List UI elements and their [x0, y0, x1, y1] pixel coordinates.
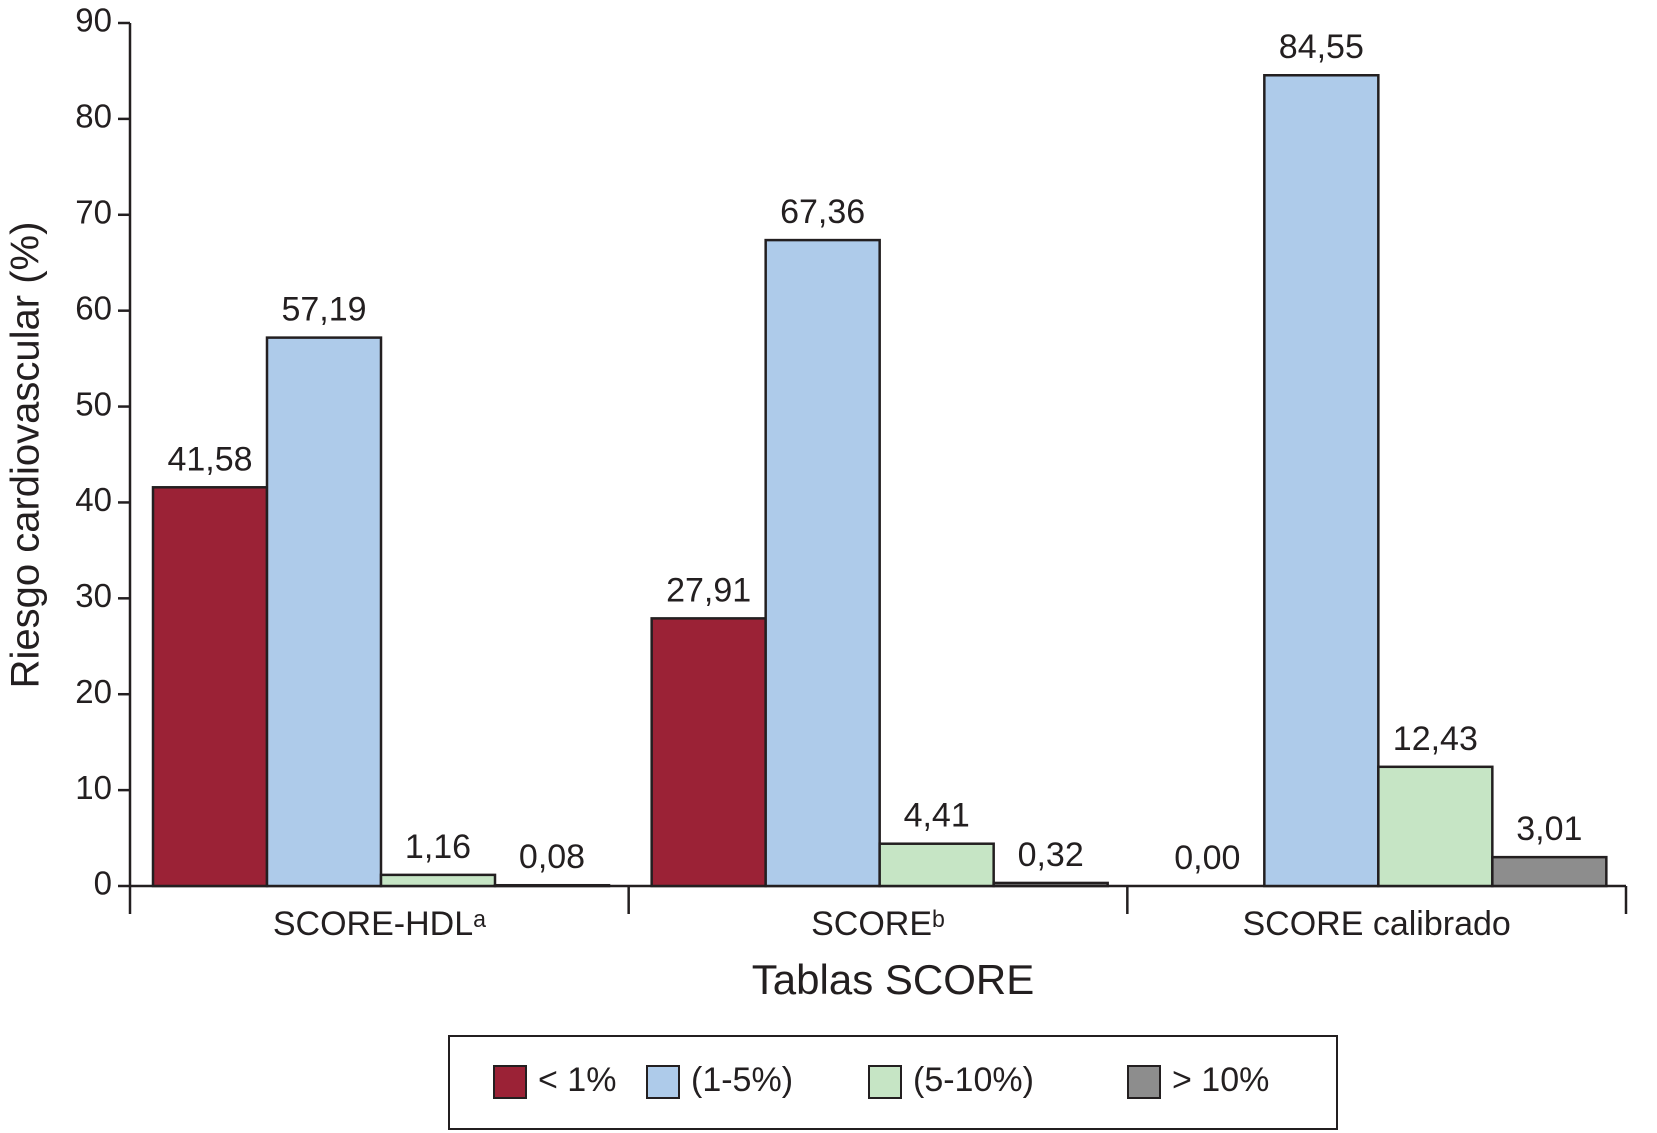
- value-label: 67,36: [780, 193, 865, 231]
- legend-swatch: [493, 1065, 527, 1099]
- y-tick-label: 80: [75, 98, 112, 135]
- y-tick-label: 50: [75, 385, 112, 422]
- legend-label: (1-5%): [691, 1061, 793, 1099]
- x-axis-title: Tablas SCORE: [752, 956, 1034, 1003]
- bar: [764, 238, 881, 888]
- legend-label: (5-10%): [913, 1061, 1034, 1099]
- value-label: 57,19: [281, 291, 366, 329]
- legend-label: < 1%: [538, 1061, 616, 1099]
- value-label: 84,55: [1279, 28, 1364, 66]
- bar: [151, 486, 269, 888]
- x-tick-label: SCORE calibrado: [1242, 905, 1510, 943]
- value-label: 0,00: [1174, 839, 1240, 877]
- bar: [650, 617, 767, 888]
- y-tick-label: 70: [75, 193, 112, 230]
- y-tick-label: 30: [75, 577, 112, 614]
- y-tick-label: 0: [94, 865, 112, 902]
- bar: [1377, 765, 1494, 888]
- y-tick-label: 90: [75, 2, 112, 39]
- bar: [493, 883, 611, 888]
- legend-box: [448, 1035, 1338, 1130]
- x-tick-label: SCORE-HDLᵃ: [273, 905, 486, 943]
- value-label: 12,43: [1393, 720, 1478, 758]
- value-label: 41,58: [167, 440, 252, 478]
- bar: [379, 873, 497, 888]
- y-tick-label: 10: [75, 769, 112, 806]
- value-label: 27,91: [666, 571, 751, 609]
- x-tick-label: SCOREᵇ: [811, 905, 945, 943]
- y-tick-label: 20: [75, 673, 112, 710]
- legend-swatch: [868, 1065, 902, 1099]
- y-axis-title: Riesgo cardiovascular (%): [4, 222, 48, 689]
- value-label: 4,41: [904, 797, 970, 835]
- bar: [1491, 855, 1608, 888]
- bar: [992, 881, 1109, 888]
- bar: [1263, 74, 1380, 888]
- bar: [878, 842, 995, 888]
- legend-swatch: [646, 1065, 680, 1099]
- legend-label: > 10%: [1172, 1061, 1269, 1099]
- bar: [265, 336, 383, 888]
- y-tick-label: 60: [75, 289, 112, 326]
- y-tick-label: 40: [75, 481, 112, 518]
- legend-swatch: [1127, 1065, 1161, 1099]
- value-label: 1,16: [405, 828, 471, 866]
- value-label: 0,08: [519, 838, 585, 876]
- value-label: 3,01: [1516, 810, 1582, 848]
- value-label: 0,32: [1018, 836, 1084, 874]
